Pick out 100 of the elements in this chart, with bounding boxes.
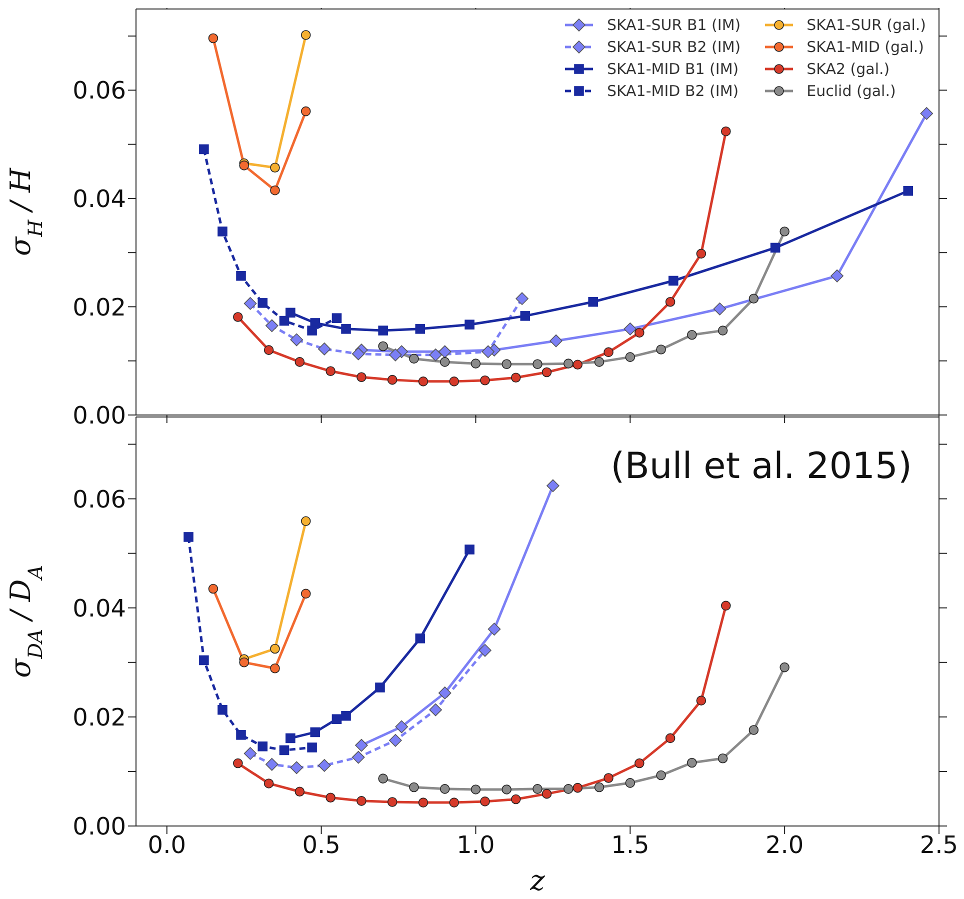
point [356,796,366,806]
point [244,747,257,760]
point [307,742,317,752]
point [510,372,521,383]
point [239,160,249,170]
x-tick-label: 2.5 [920,831,958,860]
point [502,359,512,370]
point [300,588,311,599]
point [270,185,280,196]
point [624,322,637,336]
legend-label: SKA1-SUR B2 (IM) [606,38,741,56]
point [510,794,521,804]
point [665,733,676,744]
point [244,297,257,310]
point [218,226,228,236]
point [718,326,728,336]
point [634,328,644,338]
point [270,162,280,173]
point [488,622,501,636]
point [696,248,706,259]
point [429,703,442,716]
point [438,686,452,700]
point [341,324,351,334]
y-tick-label: 0.06 [72,76,126,105]
point [687,330,697,340]
point [264,345,274,355]
point [270,644,280,654]
point [332,714,342,724]
point [920,107,934,120]
point [332,313,342,323]
y-tick-label: 0.02 [72,293,126,322]
y-tick-label: 0.06 [72,485,126,514]
point [572,782,583,793]
x-tick-label: 2.0 [765,831,804,860]
point [470,358,481,368]
point [440,357,450,367]
point [233,312,243,322]
point [594,782,604,792]
point [208,584,218,594]
y-tick-label: 0.00 [72,812,126,841]
point [270,664,280,674]
point [341,710,351,721]
point [668,276,678,286]
point [464,544,474,554]
y-tick-label: 0.00 [72,402,126,430]
point [395,720,408,734]
point [718,753,728,764]
y-tick-label: 0.04 [72,594,126,622]
point [903,186,914,196]
point [389,348,402,362]
point [239,658,249,668]
point [378,326,388,336]
y-tick-label: 0.04 [72,184,126,213]
point [265,758,278,771]
point [588,296,598,307]
point [300,106,311,116]
point [218,704,228,715]
point [780,662,790,672]
point [634,758,644,768]
point [748,725,759,735]
point [687,758,697,768]
point [480,375,490,386]
point [546,479,560,492]
legend-label: SKA1-MID B1 (IM) [606,60,739,78]
point [480,796,490,806]
point [516,292,528,306]
point [429,348,442,362]
point [478,644,492,657]
point [236,270,246,281]
point [387,374,398,385]
point [464,320,474,330]
point [563,784,574,794]
point [199,144,209,154]
point [264,778,274,788]
point [294,786,305,797]
point [409,782,419,792]
point [318,342,331,356]
point [375,682,385,692]
point [440,784,450,794]
point [656,344,666,354]
point [604,347,614,358]
point [625,352,636,362]
point [720,126,731,136]
point [438,345,452,358]
point [502,784,512,794]
point [378,341,388,352]
point [352,750,365,764]
x-tick-label: 0.0 [148,831,186,860]
point [418,798,428,808]
legend-label: SKA1-MID (gal.) [806,38,924,56]
point [356,372,366,382]
point [294,357,305,367]
legend-label: SKA2 (gal.) [806,60,890,78]
x-axis-title: z [529,864,546,897]
point [748,294,759,304]
point [307,326,317,336]
point [300,516,311,526]
point [355,738,368,752]
point [520,311,530,321]
point [233,758,243,768]
